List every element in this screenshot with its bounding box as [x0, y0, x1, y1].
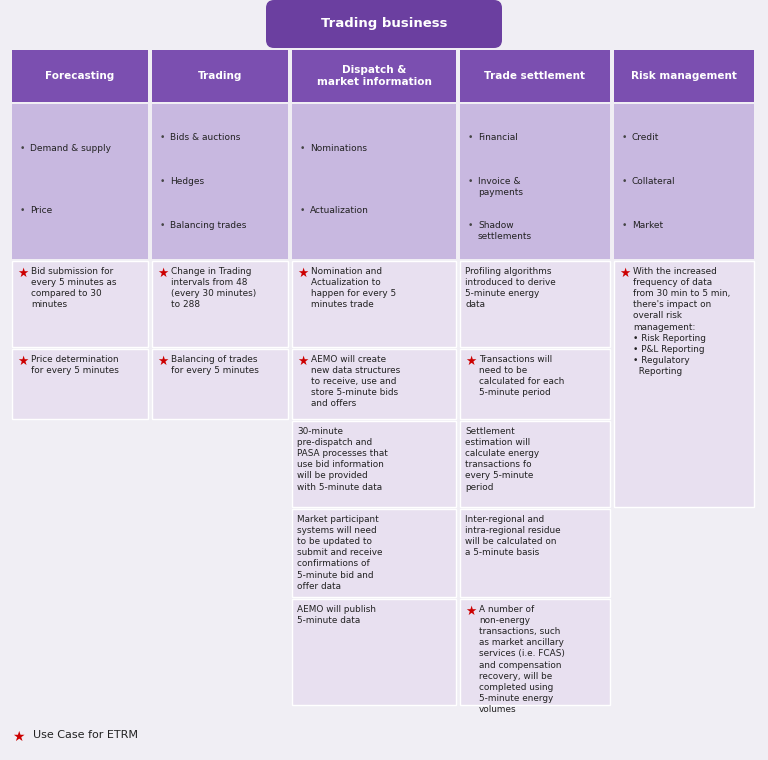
Text: Trading business: Trading business	[321, 17, 447, 30]
Bar	[614, 50, 754, 102]
Text: Bids & auctions: Bids & auctions	[170, 133, 240, 142]
Text: AEMO will create
new data structures
to receive, use and
store 5-minute bids
and: AEMO will create new data structures to …	[311, 355, 400, 408]
Bar	[292, 349, 456, 419]
Text: Price determination
for every 5 minutes: Price determination for every 5 minutes	[31, 355, 119, 375]
Text: •: •	[20, 206, 25, 215]
Bar	[614, 104, 754, 259]
Text: •: •	[468, 133, 473, 142]
Text: •: •	[622, 133, 627, 142]
Bar	[12, 50, 148, 102]
Bar	[460, 421, 610, 507]
Bar	[460, 349, 610, 419]
Text: AEMO will publish
5-minute data: AEMO will publish 5-minute data	[297, 605, 376, 625]
Text: ★: ★	[465, 605, 476, 618]
Bar	[152, 50, 288, 102]
Text: Profiling algorithms
introduced to derive
5-minute energy
data: Profiling algorithms introduced to deriv…	[465, 267, 556, 309]
Text: ★: ★	[12, 730, 25, 744]
Bar	[292, 509, 456, 597]
Bar	[292, 599, 456, 705]
Text: Use Case for ETRM: Use Case for ETRM	[26, 730, 138, 740]
Bar	[12, 261, 148, 347]
Text: 30-minute
pre-dispatch and
PASA processes that
use bid information
will be provi: 30-minute pre-dispatch and PASA processe…	[297, 427, 388, 492]
Text: Market participant
systems will need
to be updated to
submit and receive
confirm: Market participant systems will need to …	[297, 515, 382, 591]
Bar	[12, 349, 148, 419]
Text: •: •	[622, 177, 627, 186]
Text: Hedges: Hedges	[170, 177, 204, 186]
Text: Trading: Trading	[198, 71, 242, 81]
Text: Balancing trades: Balancing trades	[170, 221, 247, 230]
Text: Collateral: Collateral	[632, 177, 676, 186]
Text: Nominations: Nominations	[310, 144, 367, 154]
Text: •: •	[622, 221, 627, 230]
Text: ★: ★	[157, 355, 168, 368]
Text: •: •	[20, 144, 25, 154]
Bar	[460, 50, 610, 102]
Text: •: •	[300, 144, 306, 154]
Text: ★: ★	[17, 267, 28, 280]
Text: Risk management: Risk management	[631, 71, 737, 81]
Bar	[152, 104, 288, 259]
Text: Inter-regional and
intra-regional residue
will be calculated on
a 5-minute basis: Inter-regional and intra-regional residu…	[465, 515, 561, 557]
Text: A number of
non-energy
transactions, such
as market ancillary
services (i.e. FCA: A number of non-energy transactions, suc…	[479, 605, 565, 714]
Bar	[292, 261, 456, 347]
Text: Price: Price	[30, 206, 52, 215]
Text: •: •	[160, 221, 165, 230]
Bar	[12, 104, 148, 259]
Text: Settlement
estimation will
calculate energy
transactions fo
every 5-minute
perio: Settlement estimation will calculate ene…	[465, 427, 539, 492]
Text: Actualization: Actualization	[310, 206, 369, 215]
Bar	[292, 50, 456, 102]
Text: Dispatch &
market information: Dispatch & market information	[316, 65, 432, 87]
Text: Forecasting: Forecasting	[45, 71, 114, 81]
Bar	[614, 261, 754, 507]
Bar	[460, 104, 610, 259]
Text: ★: ★	[465, 355, 476, 368]
Text: •: •	[160, 177, 165, 186]
Text: ★: ★	[17, 355, 28, 368]
Bar	[152, 261, 288, 347]
Text: Bid submission for
every 5 minutes as
compared to 30
minutes: Bid submission for every 5 minutes as co…	[31, 267, 117, 309]
FancyBboxPatch shape	[266, 0, 502, 48]
Text: ★: ★	[297, 355, 308, 368]
Bar	[460, 509, 610, 597]
Text: •: •	[160, 133, 165, 142]
Text: Credit: Credit	[632, 133, 660, 142]
Bar	[460, 261, 610, 347]
Text: Trade settlement: Trade settlement	[485, 71, 585, 81]
Text: Transactions will
need to be
calculated for each
5-minute period: Transactions will need to be calculated …	[479, 355, 564, 397]
Text: Change in Trading
intervals from 48
(every 30 minutes)
to 288: Change in Trading intervals from 48 (eve…	[171, 267, 257, 309]
Text: •: •	[300, 206, 306, 215]
Text: Nomination and
Actualization to
happen for every 5
minutes trade: Nomination and Actualization to happen f…	[311, 267, 396, 309]
Text: ★: ★	[619, 267, 631, 280]
Text: Shadow
settlements: Shadow settlements	[478, 221, 532, 241]
Text: •: •	[468, 177, 473, 186]
Text: Market: Market	[632, 221, 663, 230]
Text: ★: ★	[297, 267, 308, 280]
Text: Invoice &
payments: Invoice & payments	[478, 177, 523, 197]
Bar	[292, 104, 456, 259]
Text: ★: ★	[157, 267, 168, 280]
Bar	[292, 421, 456, 507]
Text: Balancing of trades
for every 5 minutes: Balancing of trades for every 5 minutes	[171, 355, 259, 375]
Text: Demand & supply: Demand & supply	[30, 144, 111, 154]
Text: •: •	[468, 221, 473, 230]
Bar	[152, 349, 288, 419]
Text: Financial: Financial	[478, 133, 518, 142]
Bar	[460, 599, 610, 705]
Text: With the increased
frequency of data
from 30 min to 5 min,
there's impact on
ove: With the increased frequency of data fro…	[633, 267, 730, 376]
